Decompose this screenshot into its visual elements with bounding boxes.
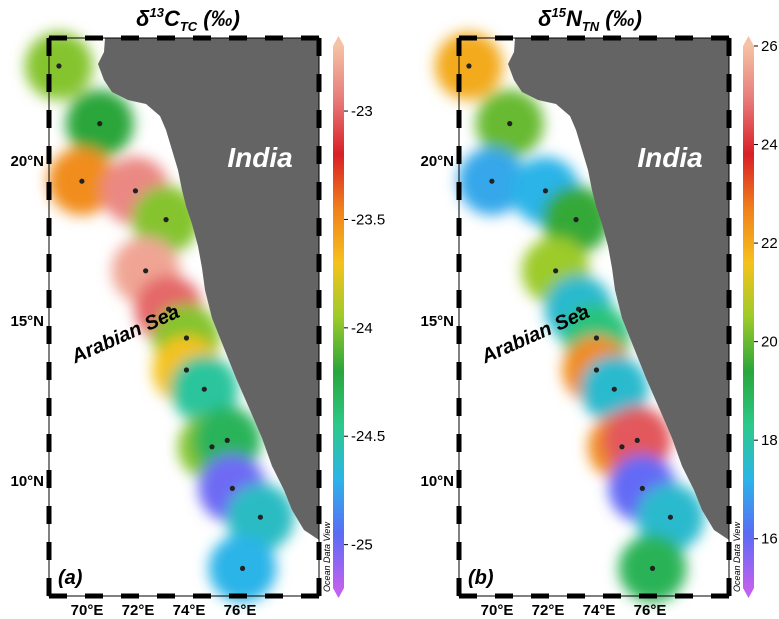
x-tick: 70°E xyxy=(481,602,514,619)
y-tick: 20°N xyxy=(420,153,454,170)
x-tick: 76°E xyxy=(224,602,257,619)
station-marker xyxy=(224,437,230,443)
station-marker xyxy=(163,217,169,223)
station-marker xyxy=(667,514,674,520)
panel-a-colorbar: -23 -23.5 -24 -24.5 -25 xyxy=(333,36,385,598)
station-marker xyxy=(132,188,139,194)
panel-a-title: δ13CTC (‰) xyxy=(136,5,240,34)
colorbar-max-arrow xyxy=(743,36,754,46)
panel-b-label: (b) xyxy=(468,567,494,589)
panel-b-title: δ15NTN (‰) xyxy=(538,5,642,34)
y-tick: 20°N xyxy=(10,153,44,170)
station-marker xyxy=(97,121,103,127)
y-tick: 10°N xyxy=(420,473,454,490)
station-marker xyxy=(489,178,495,184)
station-marker xyxy=(634,437,640,443)
panel-a-watermark: Ocean Data View xyxy=(322,522,332,592)
panel-a-india-label: India xyxy=(227,142,292,173)
x-tick: 74°E xyxy=(583,602,616,619)
station-marker xyxy=(166,306,172,312)
panel-a-interpolated-field xyxy=(24,32,295,603)
station-marker xyxy=(576,306,582,312)
y-tick: 15°N xyxy=(10,313,44,330)
panel-b-axes: 20°N 15°N 10°N 70°E 72°E 74°E 76°E xyxy=(420,153,666,619)
station-marker xyxy=(143,268,149,274)
colorbar-ramp xyxy=(743,46,754,588)
colorbar-tick-label: 18 xyxy=(761,432,778,449)
station-marker xyxy=(639,485,645,491)
y-tick: 10°N xyxy=(10,473,44,490)
colorbar-ramp xyxy=(333,46,344,588)
colorbar-tick-label: -23 xyxy=(351,103,373,120)
x-tick: 74°E xyxy=(173,602,206,619)
panel-b-india-landmass xyxy=(508,38,729,540)
station-marker xyxy=(593,367,600,373)
station-marker xyxy=(593,335,600,341)
x-tick: 72°E xyxy=(532,602,565,619)
station-marker xyxy=(507,121,513,127)
panel-b: δ15NTN (‰) India Arabian Sea (b) Ocean D… xyxy=(420,5,777,619)
station-marker xyxy=(183,367,190,373)
station-marker xyxy=(553,268,559,274)
colorbar-max-arrow xyxy=(333,36,344,46)
colorbar-tick-label: -23.5 xyxy=(351,211,385,228)
panel-a-map: India Arabian Sea (a) Ocean Data View xyxy=(24,32,332,603)
panel-a: δ13CTC (‰) India Arabian Sea (a) Ocean D… xyxy=(10,5,385,619)
colorbar-tick-label: 24 xyxy=(761,137,778,154)
panel-b-colorbar: 26 24 22 20 18 16 xyxy=(743,36,778,598)
colorbar-tick-label: 16 xyxy=(761,531,778,548)
panel-a-label: (a) xyxy=(58,567,83,589)
panel-b-frame xyxy=(458,37,730,597)
station-marker xyxy=(229,485,235,491)
panel-a-stations xyxy=(56,63,263,572)
y-tick: 15°N xyxy=(420,313,454,330)
station-marker xyxy=(611,386,617,392)
station-marker xyxy=(619,444,625,450)
station-marker xyxy=(649,565,656,572)
panel-a-coast-detail xyxy=(177,92,192,126)
colorbar-tick-label: -24.5 xyxy=(351,428,385,445)
colorbar-tick-label: 26 xyxy=(761,38,778,55)
station-marker xyxy=(79,178,85,184)
x-tick: 72°E xyxy=(122,602,155,619)
station-marker xyxy=(201,386,207,392)
panel-a-india-landmass xyxy=(98,38,319,540)
station-marker xyxy=(56,63,62,69)
panel-b-india-label: India xyxy=(637,142,702,173)
x-tick: 76°E xyxy=(634,602,667,619)
station-marker xyxy=(239,565,246,572)
station-marker xyxy=(573,217,579,223)
panel-b-coast-detail xyxy=(587,92,602,126)
colorbar-tick-label: -24 xyxy=(351,320,373,337)
station-marker xyxy=(209,444,215,450)
panel-b-watermark: Ocean Data View xyxy=(732,522,742,592)
colorbar-tick-label: 20 xyxy=(761,334,778,351)
panel-b-map: India Arabian Sea (b) Ocean Data View xyxy=(434,32,742,603)
colorbar-min-arrow xyxy=(743,588,754,598)
panel-a-frame xyxy=(48,37,320,597)
station-marker xyxy=(542,188,549,194)
colorbar-min-arrow xyxy=(333,588,344,598)
colorbar-tick-label: -25 xyxy=(351,537,373,554)
colorbar-tick-label: 22 xyxy=(761,235,778,252)
station-marker xyxy=(183,335,190,341)
panel-b-stations xyxy=(466,63,674,572)
station-marker xyxy=(257,514,263,520)
station-marker xyxy=(466,63,472,69)
x-tick: 70°E xyxy=(71,602,104,619)
panel-a-axes: 20°N 15°N 10°N 70°E 72°E 74°E 76°E xyxy=(10,153,256,619)
